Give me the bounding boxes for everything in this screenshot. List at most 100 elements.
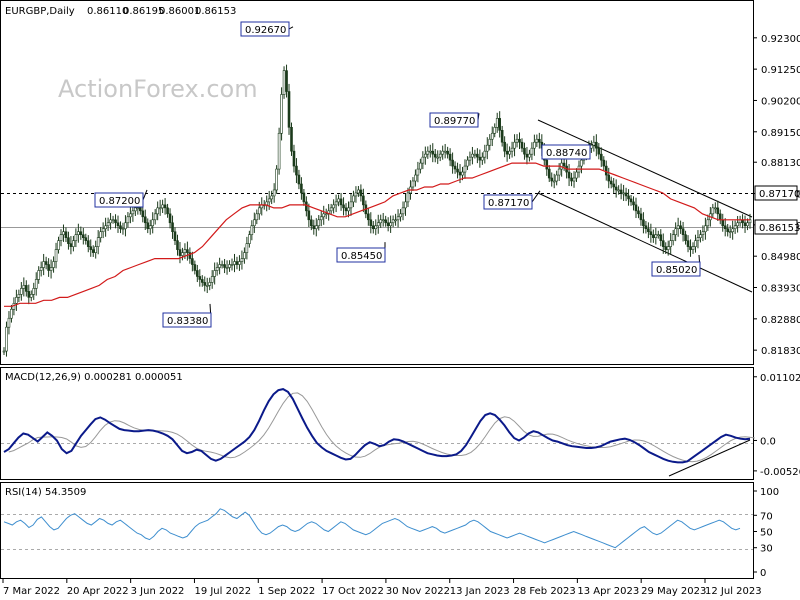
candle-body bbox=[188, 252, 192, 259]
candle-body bbox=[200, 279, 204, 283]
candle-body bbox=[205, 285, 209, 287]
candle-body bbox=[89, 246, 93, 250]
candle-body bbox=[453, 165, 457, 170]
candle-body bbox=[696, 237, 700, 241]
candle-body bbox=[607, 174, 611, 182]
price-y-tick-label: 0.88130 bbox=[761, 158, 800, 169]
candle-body bbox=[62, 231, 65, 236]
candle-body bbox=[557, 168, 561, 176]
candle-body bbox=[181, 252, 184, 256]
candle-body bbox=[733, 225, 737, 230]
candle-body bbox=[228, 264, 231, 268]
candle-body bbox=[666, 246, 670, 250]
candle-body bbox=[101, 228, 105, 233]
candle-body bbox=[183, 249, 187, 253]
candle-body bbox=[572, 177, 576, 182]
candle-body bbox=[64, 231, 68, 238]
candle-body bbox=[743, 222, 747, 227]
candle-body bbox=[324, 213, 328, 216]
candle-body bbox=[72, 240, 75, 247]
candle-body bbox=[691, 246, 695, 250]
candle-body bbox=[547, 168, 551, 179]
candle-body bbox=[218, 264, 221, 268]
level-tag bbox=[754, 185, 798, 201]
candle-body bbox=[196, 270, 199, 277]
candle-body bbox=[255, 213, 259, 221]
candle-body bbox=[285, 70, 288, 92]
candle-body bbox=[728, 231, 732, 234]
annotation-box bbox=[94, 192, 144, 208]
candle-body bbox=[134, 207, 137, 212]
candle-body bbox=[515, 138, 519, 143]
candle-body bbox=[114, 219, 117, 224]
candle-body bbox=[357, 189, 360, 194]
candle-body bbox=[329, 207, 333, 212]
candle-body bbox=[649, 231, 653, 236]
candle-body bbox=[203, 282, 207, 286]
candle-body bbox=[503, 141, 506, 152]
candle-body bbox=[124, 222, 127, 230]
candle-body bbox=[74, 234, 78, 241]
candle-body bbox=[277, 132, 281, 170]
candle-body bbox=[161, 204, 164, 209]
candle-body bbox=[111, 219, 115, 222]
candle-body bbox=[104, 225, 107, 230]
candle-body bbox=[275, 168, 278, 191]
annotation-leader bbox=[288, 26, 294, 30]
candle-body bbox=[637, 210, 640, 215]
x-tick-label: 28 Feb 2023 bbox=[514, 586, 576, 597]
candle-body bbox=[272, 189, 276, 197]
price-y-tick-label: 0.90200 bbox=[761, 96, 800, 107]
candle-body bbox=[711, 207, 715, 215]
candle-body bbox=[314, 225, 318, 230]
candle-body bbox=[317, 219, 321, 227]
macd-y-tick-label: 0.011027 bbox=[760, 373, 800, 384]
candle-body bbox=[248, 234, 251, 244]
macd-y-tick-label: -0.005267 bbox=[760, 467, 800, 478]
rsi-panel bbox=[0, 482, 754, 579]
candle-body bbox=[297, 174, 301, 185]
candle-body bbox=[535, 138, 539, 143]
candle-body bbox=[131, 210, 135, 215]
candle-body bbox=[676, 225, 680, 230]
candle-body bbox=[230, 264, 234, 266]
candle-body bbox=[746, 222, 749, 227]
candle-body bbox=[141, 210, 145, 218]
candle-body bbox=[362, 195, 365, 206]
candle-body bbox=[684, 234, 687, 241]
candle-body bbox=[723, 225, 727, 230]
candle-body bbox=[220, 264, 224, 266]
candle-body bbox=[379, 219, 383, 224]
candle-body bbox=[86, 240, 90, 247]
candle-body bbox=[250, 225, 254, 236]
candle-body bbox=[562, 162, 566, 167]
level-tag-label: 0.87170 bbox=[759, 189, 800, 200]
candle-body bbox=[513, 141, 516, 149]
candle-body bbox=[79, 231, 83, 236]
candle-body bbox=[158, 207, 162, 210]
candle-body bbox=[213, 270, 216, 277]
candle-body bbox=[485, 144, 489, 152]
candle-body bbox=[166, 207, 169, 215]
candle-body bbox=[627, 195, 630, 200]
annotation-label: 0.92670 bbox=[245, 25, 286, 36]
current-price-tag bbox=[754, 219, 798, 235]
candle-body bbox=[243, 252, 246, 259]
x-tick-label: 17 Oct 2022 bbox=[322, 586, 384, 597]
candle-body bbox=[617, 189, 620, 192]
candle-body bbox=[10, 308, 13, 319]
candle-body bbox=[300, 183, 303, 194]
candle-body bbox=[570, 177, 573, 182]
candle-body bbox=[47, 264, 50, 271]
candle-body bbox=[671, 234, 675, 241]
candle-body bbox=[416, 168, 420, 176]
candle-body bbox=[421, 156, 425, 164]
candle-body bbox=[426, 150, 430, 155]
candle-body bbox=[208, 282, 212, 286]
candle-body bbox=[498, 118, 501, 131]
candle-body bbox=[448, 153, 452, 161]
candle-body bbox=[354, 192, 358, 197]
annotation-label: 0.83380 bbox=[167, 316, 208, 327]
candle-body bbox=[394, 219, 397, 222]
candle-body bbox=[446, 150, 449, 155]
